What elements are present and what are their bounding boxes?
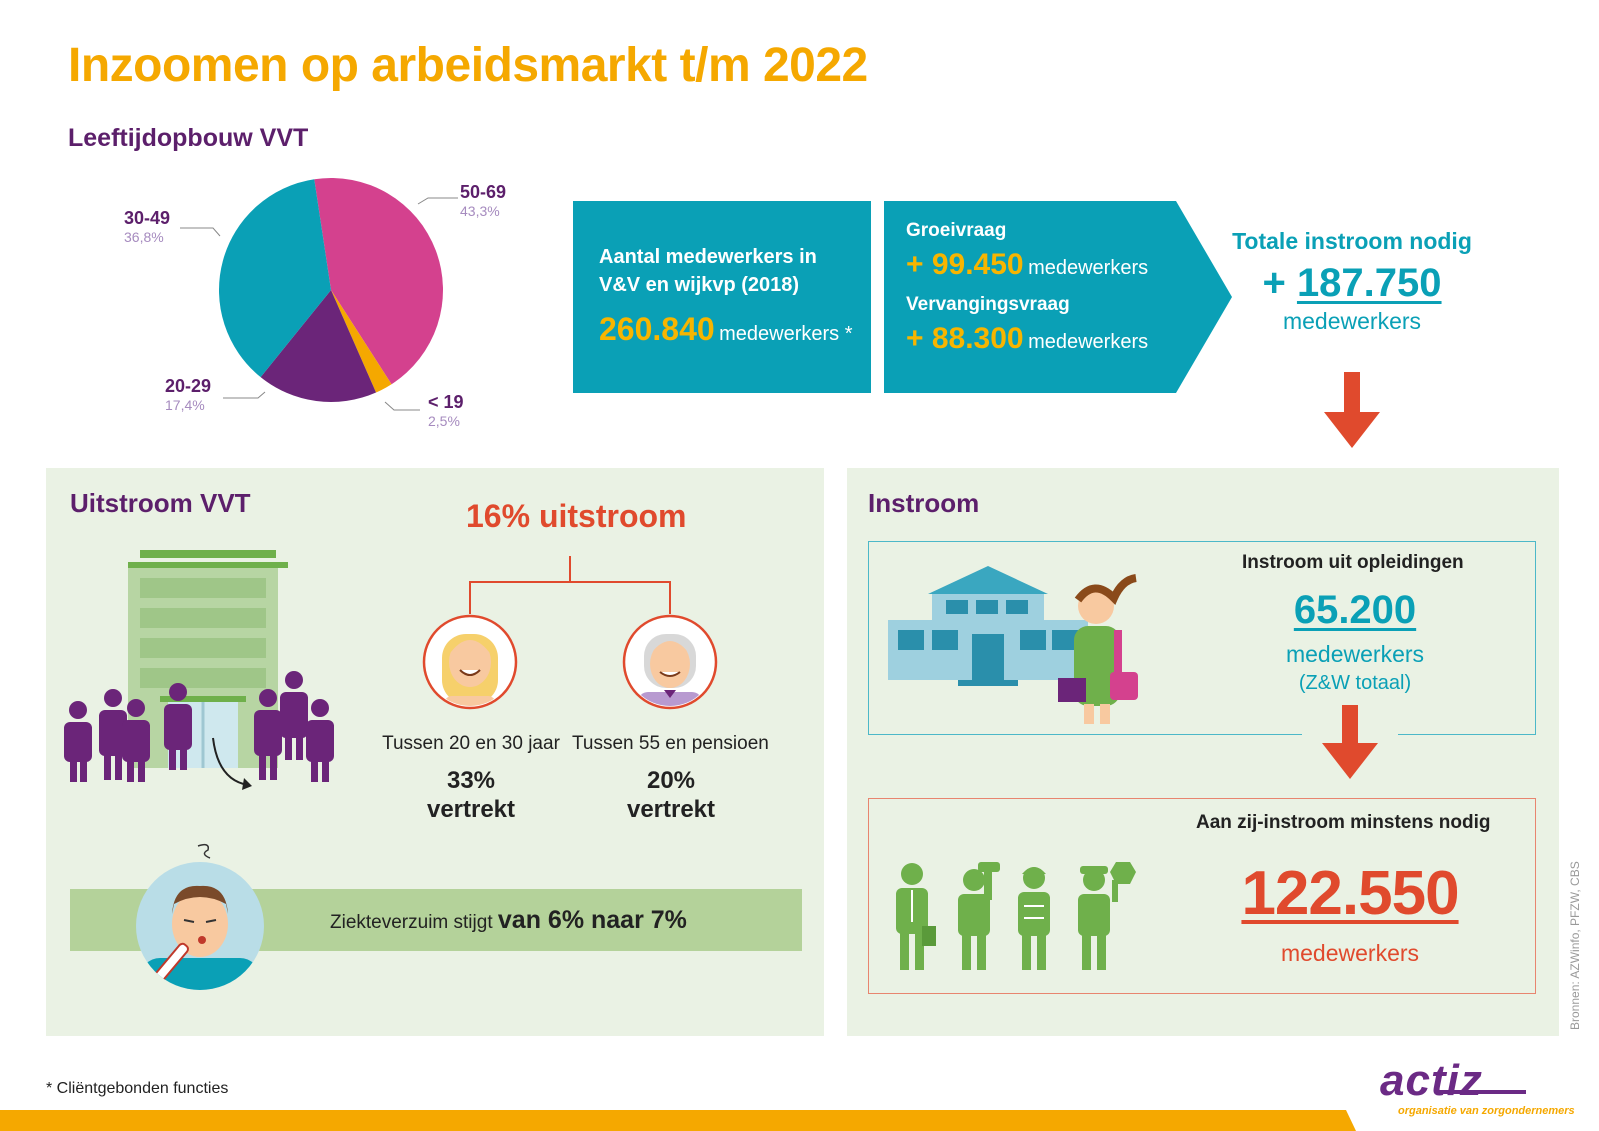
logo-tagline: organisatie van zorgondernemers — [1398, 1105, 1575, 1117]
sick-leave-text: Ziekteverzuim stijgt van 6% naar 7% — [330, 906, 687, 934]
side-inflow-unit: medewerkers — [1280, 940, 1420, 966]
pie-slice-50-69 — [314, 178, 444, 385]
pie-label-30-49: 30-49 36,8% — [124, 208, 171, 245]
sick-person-icon — [136, 843, 264, 990]
page-title: Inzoomen op arbeidsmarkt t/m 2022 — [68, 39, 868, 92]
replace-unit: medewerkers — [1028, 331, 1149, 353]
total-plus: + — [1262, 261, 1286, 305]
actiz-logo: actiz — [1380, 1056, 1483, 1105]
side-inflow-heading: Aan zij-instroom minstens nodig — [1196, 812, 1491, 833]
inflow-title: Instroom — [868, 488, 980, 518]
education-number: 65.200 — [1293, 588, 1417, 632]
growth-unit: medewerkers — [1028, 257, 1149, 279]
education-heading: Instroom uit opleidingen — [1242, 552, 1464, 573]
pie-slice-30-49 — [219, 179, 331, 378]
total-inflow: Totale instroom nodig + 187.750 medewerk… — [1222, 228, 1482, 335]
footer-yellow-band — [0, 1110, 1356, 1131]
employees-number: 260.840 — [599, 311, 715, 347]
education-unit: medewerkers — [1285, 641, 1425, 667]
side-inflow-number-wrap: 122.550 — [1220, 858, 1480, 929]
side-inflow-number: 122.550 — [1241, 859, 1459, 928]
growth-label: Groeivraag — [906, 220, 1007, 241]
pie-slice-20-29 — [260, 290, 377, 402]
arrow-down-icon — [1324, 372, 1380, 448]
senior-pct: 20% — [646, 767, 696, 794]
logo-underline — [1436, 1090, 1526, 1094]
total-unit: medewerkers — [1282, 308, 1422, 334]
outflow-title: Uitstroom VVT — [70, 488, 251, 518]
education-number-wrap: 65.200 — [1250, 588, 1460, 633]
outflow-branch-lines — [469, 556, 671, 614]
pie-label-50-69: 50-69 43,3% — [460, 182, 507, 219]
senior-word: vertrekt — [626, 796, 716, 823]
employees-heading: Aantal medewerkers in V&V en wijkvp (201… — [599, 246, 817, 296]
replace-value: + 88.300 — [906, 322, 1024, 355]
footnote: * Cliëntgebonden functies — [46, 1080, 229, 1097]
senior-label: Tussen 55 en pensioen — [572, 733, 769, 754]
total-heading: Totale instroom nodig — [1232, 228, 1472, 254]
total-number: 187.750 — [1296, 261, 1442, 305]
young-label: Tussen 20 en 30 jaar — [382, 733, 560, 754]
sick-leave-values: van 6% naar 7% — [497, 906, 687, 934]
young-pct: 33% — [446, 767, 496, 794]
age-pie-chart — [219, 178, 444, 402]
school-student-illustration — [888, 566, 1138, 724]
arrow-down-icon-2 — [1322, 705, 1378, 779]
education-inflow-box — [868, 541, 1536, 735]
young-word: vertrekt — [426, 796, 516, 823]
young-worker-icon — [422, 614, 518, 710]
employees-unit: medewerkers * — [719, 323, 853, 345]
senior-worker-icon — [622, 614, 718, 710]
side-inflow-box — [868, 798, 1536, 994]
pie-label-under-19: < 19 2,5% — [428, 392, 464, 429]
education-sub: (Z&W totaal) — [1298, 672, 1412, 694]
employees-box: Aantal medewerkers in V&V en wijkvp (201… — [573, 201, 871, 393]
pie-label-20-29: 20-29 17,4% — [165, 376, 212, 413]
pie-slice-19 — [331, 290, 392, 393]
demand-arrow-shape — [884, 201, 1232, 393]
demand-box: Groeivraag + 99.450 medewerkers Vervangi… — [906, 220, 1148, 368]
workers-illustration — [896, 862, 1136, 970]
replace-label: Vervangingsvraag — [906, 294, 1070, 315]
building-people-illustration — [64, 550, 334, 790]
outflow-headline: 16% uitstroom — [466, 498, 687, 534]
sources: Bronnen: AZWinfo, PFZW, CBS — [1568, 861, 1582, 1030]
growth-value: + 99.450 — [906, 248, 1024, 281]
age-section-title: Leeftijdopbouw VVT — [68, 124, 309, 152]
